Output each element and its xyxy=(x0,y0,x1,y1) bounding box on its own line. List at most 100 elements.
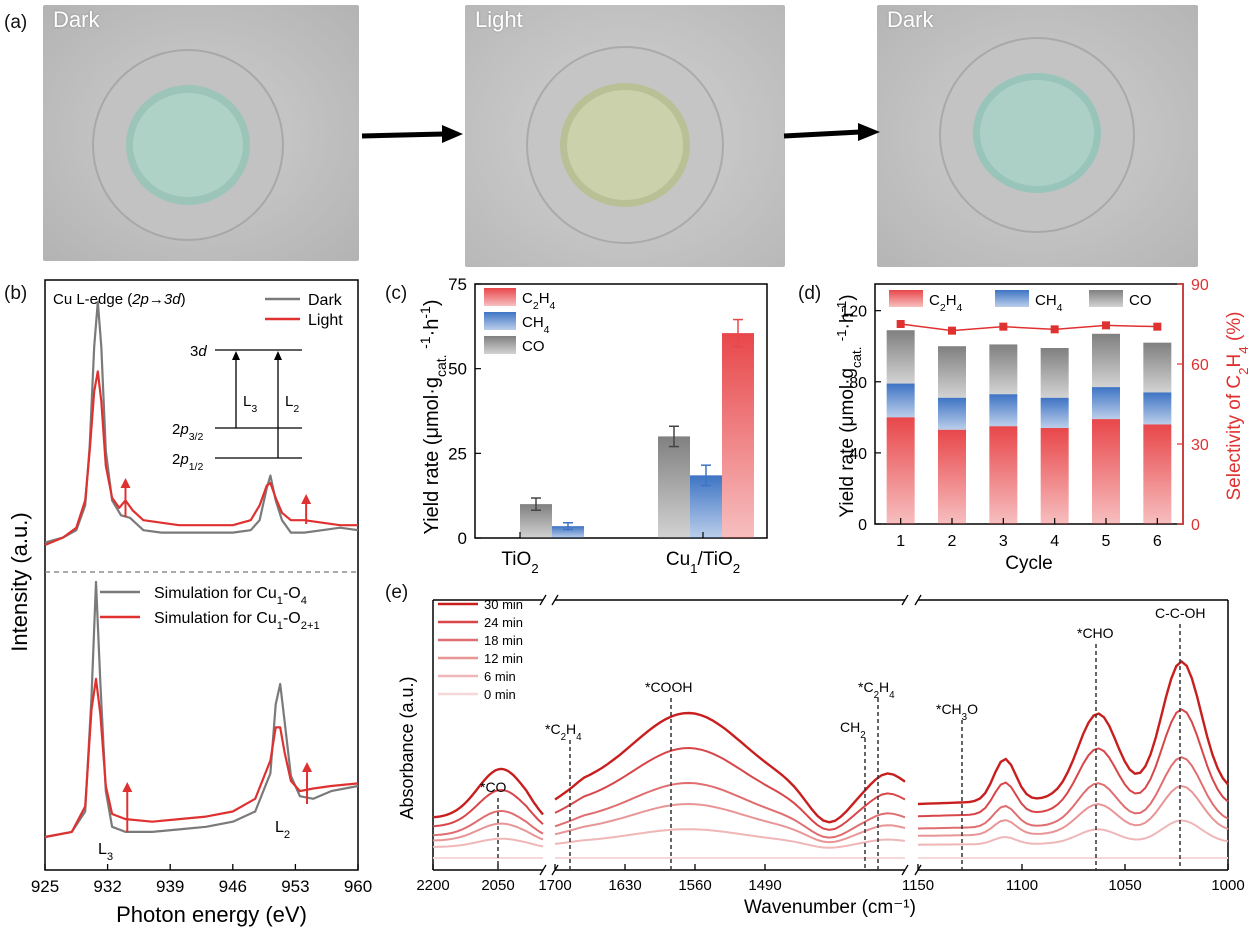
chart-d-bar xyxy=(886,330,915,384)
chart-d-selectivity-point xyxy=(1153,322,1162,331)
chart-b-xtick-label: 960 xyxy=(344,877,372,896)
chart-d-legend-label: C2H4 xyxy=(929,292,963,314)
chart-d-bar xyxy=(1040,397,1069,428)
chart-b-transition-l2: L2 xyxy=(285,393,299,415)
chart-e-series-3 xyxy=(432,822,544,842)
chart-c-bar xyxy=(552,526,584,538)
chart-e-xtick-label: 1100 xyxy=(1006,877,1038,894)
chart-e-legend-label: 0 min xyxy=(484,687,516,702)
chart-b-legend-light: Light xyxy=(308,312,343,329)
photo-light-image xyxy=(465,5,785,267)
chart-d-selectivity-point xyxy=(948,326,956,335)
chart-d-legend-label: CH4 xyxy=(1035,292,1063,314)
chart-e-series-0 xyxy=(917,659,1229,806)
photo-dark-after-image xyxy=(877,5,1198,267)
chart-b-frame xyxy=(44,279,359,871)
photo-dark-before: Dark xyxy=(43,5,359,261)
chart-e-xtick-label: 1050 xyxy=(1108,877,1141,894)
photo-label-dark-after: Dark xyxy=(887,7,934,32)
chart-d-selectivity-point xyxy=(896,320,905,328)
chart-e-series-3 xyxy=(918,784,1229,837)
photo-dark-before-image xyxy=(43,5,359,261)
chart-b-transition-head xyxy=(274,351,282,360)
photo-label-dark-before: Dark xyxy=(53,7,100,32)
panel-e-letter: (e) xyxy=(385,582,409,603)
chart-d-bar xyxy=(886,383,915,418)
chart-e-series-1 xyxy=(917,708,1229,818)
chart-d-bar xyxy=(1143,392,1172,425)
chart-e-xtick-label: 1000 xyxy=(1211,877,1244,894)
chart-d-ytick-right-label: 30 xyxy=(1191,437,1209,454)
chart-e-legend-label: 12 min xyxy=(484,651,523,666)
chart-c-legend-label: CO xyxy=(522,338,545,355)
chart-b-xtick-label: 932 xyxy=(93,877,121,896)
panel-b-letter: (b) xyxy=(4,283,28,304)
chart-e-ylabel: Absorbance (a.u.) xyxy=(397,676,417,819)
chart-e-xtick-label: 2200 xyxy=(416,877,449,894)
arrow-dark-to-light xyxy=(361,125,463,143)
chart-b-transition-l3: L3 xyxy=(243,393,257,415)
chart-b-level-2p32: 2p3/2 xyxy=(172,421,203,443)
chart-e-xtick-label: 1150 xyxy=(902,877,934,894)
chart-c-ytick-label: 50 xyxy=(448,360,467,379)
chart-e-xtick-label: 1630 xyxy=(608,877,641,894)
chart-b-arrowhead xyxy=(302,762,313,772)
chart-d-bar xyxy=(1092,387,1120,420)
chart-b-legend-sim2: Simulation for Cu1-O2+1 xyxy=(154,610,320,632)
chart-d-bar xyxy=(938,397,966,430)
chart-d-ytick-label: 0 xyxy=(858,517,867,534)
chart-d-ytick-right-label: 0 xyxy=(1191,517,1200,534)
chart-b-xlabel: Photon energy (eV) xyxy=(116,902,307,927)
chart-b-peak-l3: L3 xyxy=(98,841,113,863)
chart-b-ylabel: Intensity (a.u.) xyxy=(7,512,32,651)
chart-c-frame xyxy=(474,283,768,539)
photo-label-light: Light xyxy=(475,7,523,32)
chart-d-ylabel: Yield rate (μmol·gcat. -1·h-1) xyxy=(834,294,864,517)
chart-e-break-mark xyxy=(551,594,559,606)
chart-e-series-2 xyxy=(917,756,1229,830)
chart-e-ir: 2200 2050 1700 1630 1560 1490 1150 1100 1050 1000… xyxy=(397,594,1245,918)
chart-e-peak-label: CH2 xyxy=(840,719,866,741)
chart-e-series-4 xyxy=(433,837,544,848)
chart-b-arrowhead xyxy=(120,478,131,488)
chart-e-series-0 xyxy=(432,767,544,819)
chart-b-xas: 925 932 939 946 953 960 Photon energy (eV) Inte… xyxy=(7,279,372,927)
chart-e-series-2 xyxy=(554,781,906,839)
chart-e-series-1 xyxy=(554,746,906,831)
chart-c-ylabel: Yield rate (μmol·gcat. -1·h-1) xyxy=(417,299,449,534)
chart-d-legend-swatch xyxy=(1089,290,1123,307)
chart-e-peak-label: *COOH xyxy=(645,679,692,695)
chart-d-legend-swatch xyxy=(995,290,1029,307)
chart-d-bar xyxy=(989,344,1018,395)
chart-d-ytick-right-label: 90 xyxy=(1191,277,1209,294)
chart-e-series-2 xyxy=(432,810,544,837)
chart-e-legend-label: 6 min xyxy=(484,669,516,684)
chart-e-break-mark xyxy=(539,864,547,876)
chart-b-series-3 xyxy=(44,677,359,839)
chart-c-legend-label: CH4 xyxy=(522,314,550,336)
chart-c-legend-label: C2H4 xyxy=(522,290,556,312)
chart-d-ytick-right-label: 60 xyxy=(1191,357,1209,374)
chart-c-legend-swatch xyxy=(484,288,516,306)
chart-d-xtick-label: 6 xyxy=(1153,533,1162,550)
chart-c-bar xyxy=(658,436,690,538)
chart-b-xtick-label: 939 xyxy=(156,877,184,896)
chart-d-legend-swatch xyxy=(889,290,923,307)
chart-d-selectivity-point xyxy=(1050,325,1059,334)
chart-d-selectivity-point xyxy=(999,322,1008,331)
chart-d-bar xyxy=(989,426,1018,524)
chart-d-bar xyxy=(1092,419,1120,524)
chart-d-xtick-label: 2 xyxy=(948,533,957,550)
chart-e-series-4 xyxy=(554,828,906,849)
chart-e-legend-label: 18 min xyxy=(484,633,523,648)
chart-b-peak-l2: L2 xyxy=(275,819,290,841)
chart-c-ytick-label: 75 xyxy=(448,275,467,294)
arrow-light-to-dark xyxy=(783,123,880,141)
chart-d-bar xyxy=(1040,428,1069,524)
chart-b-legend-sim1: Simulation for Cu1-O4 xyxy=(154,585,307,607)
chart-e-peak-label: *C2H4 xyxy=(858,679,895,701)
chart-e-peak-label: C-C-OH xyxy=(1155,605,1206,621)
chart-d-bar xyxy=(989,394,1018,427)
chart-d-xtick-label: 1 xyxy=(896,533,905,550)
panel-c-letter: (c) xyxy=(385,283,408,304)
